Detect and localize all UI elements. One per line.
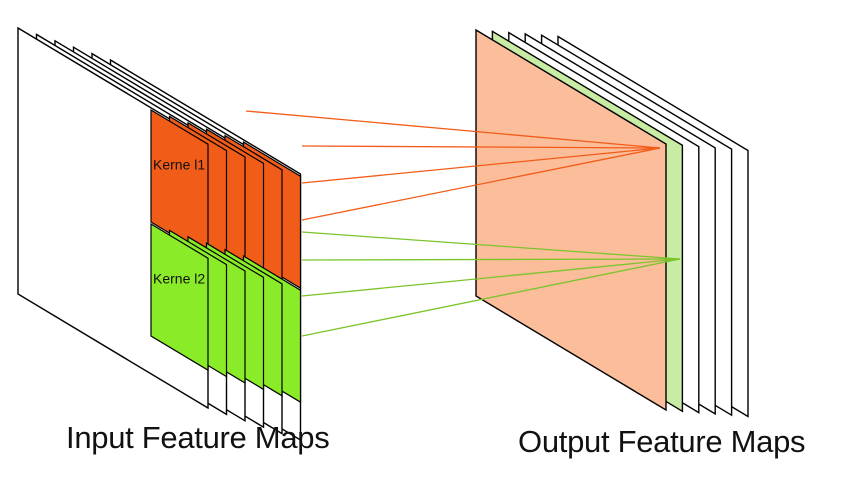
kernel-2-connection-line: [301, 258, 681, 261]
kernel-2-connection-line: [301, 231, 681, 260]
kernel-2-connection-line: [301, 258, 681, 297]
connection-lines: [245, 110, 681, 337]
output-feature-map: [475, 28, 667, 412]
kernel-2-patch: [150, 222, 209, 372]
output-feature-maps: [475, 28, 749, 418]
kernel-1-connection-line: [245, 110, 661, 149]
input-caption: Input Feature Maps: [66, 420, 330, 455]
kernel-1-connection-line: [301, 147, 661, 221]
input-feature-maps: Kerne l1 Kerne l2: [17, 26, 302, 442]
kernel-1-connection-line: [301, 145, 661, 149]
kernel-1-connection-line: [301, 147, 661, 184]
output-caption: Output Feature Maps: [518, 424, 806, 459]
kernel-2-connection-line: [301, 258, 681, 337]
kernel-1-label: Kerne l1: [153, 156, 205, 172]
kernel-2-label: Kerne l2: [153, 270, 205, 286]
